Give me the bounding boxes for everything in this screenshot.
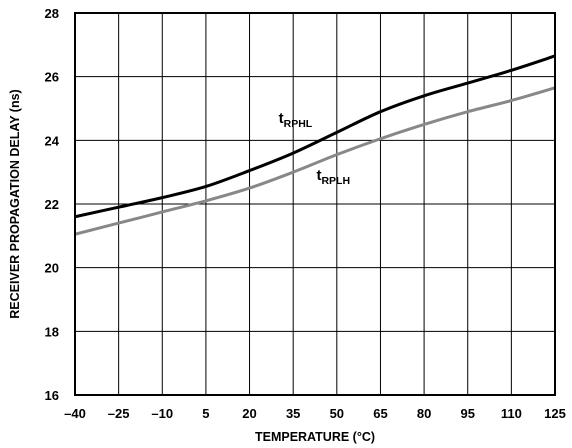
- y-tick-label: 26: [45, 70, 59, 85]
- x-tick-label: 125: [544, 406, 566, 421]
- y-tick-label: 20: [45, 261, 59, 276]
- series-label-rphl-sub: RPHL: [284, 118, 313, 130]
- y-tick-label: 22: [45, 197, 59, 212]
- x-tick-label: 80: [417, 406, 431, 421]
- x-tick-label: 65: [373, 406, 387, 421]
- x-axis-label: TEMPERATURE (°C): [255, 430, 375, 444]
- series-label-rplh-sub: RPLH: [321, 175, 350, 187]
- x-tick-label: 110: [501, 406, 522, 421]
- x-tick-label: 95: [460, 406, 474, 421]
- x-tick-label: 35: [286, 406, 300, 421]
- y-axis-label: RECEIVER PROPAGATION DELAY (ns): [8, 89, 22, 318]
- x-tick-label: 5: [202, 406, 209, 421]
- x-tick-label: –10: [151, 406, 173, 421]
- grid: [74, 12, 556, 396]
- series-line-rphl: [74, 54, 556, 219]
- x-tick-label: –40: [64, 406, 86, 421]
- x-tick-labels: –40 –25 –10 5 20 35 50 65 80 95 110 125: [64, 406, 566, 421]
- y-tick-label: 24: [45, 133, 60, 148]
- series-label-rphl: tRPHL: [279, 110, 313, 130]
- plot-frame: [74, 12, 556, 396]
- y-tick-label: 28: [45, 6, 59, 21]
- series-label-rphl-main: t: [279, 110, 284, 127]
- series-label-rplh-main: t: [316, 167, 321, 184]
- x-tick-label: –25: [108, 406, 130, 421]
- series-label-rplh: tRPLH: [316, 167, 350, 187]
- series-line-rplh: [74, 86, 556, 236]
- y-tick-label: 16: [45, 388, 59, 403]
- series-layer: [74, 54, 556, 236]
- y-tick-label: 18: [45, 324, 59, 339]
- x-tick-label: 20: [242, 406, 256, 421]
- y-tick-labels: 16 18 20 22 24 26 28: [45, 6, 60, 403]
- x-tick-label: 50: [330, 406, 344, 421]
